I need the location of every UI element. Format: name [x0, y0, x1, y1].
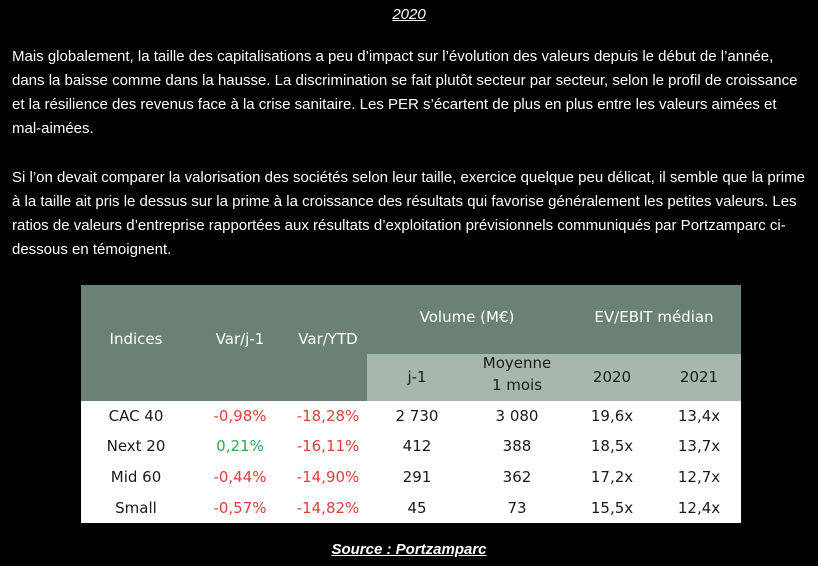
paragraph-2: Si l’on devait comparer la valorisation … — [12, 169, 805, 258]
header-ev-ebit: EV/EBIT médian — [594, 308, 714, 326]
valuation-table: Indices Var/j-1 Var/YTD Volume (M€) EV/E… — [81, 285, 741, 523]
table-body: CAC 40 -0,98% -18,28% 2 730 3 080 19,6x … — [81, 401, 741, 523]
header-var-ytd: Var/YTD — [298, 330, 358, 348]
cell-vol-j1: 291 — [402, 468, 432, 486]
header-volume: Volume (M€) — [419, 308, 515, 326]
table-row: Next 20 0,21% -16,11% 412 388 18,5x 13,7… — [81, 431, 741, 461]
cell-vol-moyenne: 73 — [507, 499, 527, 517]
subheader-vol-moyenne: Moyenne — [482, 354, 552, 372]
header-var-j1: Var/j-1 — [215, 330, 265, 348]
cell-var-j1: -0,98% — [213, 407, 267, 425]
cell-var-ytd: -16,11% — [296, 437, 360, 455]
subheader-2021: 2021 — [679, 368, 719, 386]
cell-vol-j1: 2 730 — [395, 407, 439, 425]
cell-index: Small — [115, 499, 157, 517]
cell-vol-j1: 45 — [407, 499, 427, 517]
cell-index: Mid 60 — [110, 468, 162, 486]
cell-var-ytd: -14,90% — [296, 468, 360, 486]
cell-var-j1: -0,57% — [213, 499, 267, 517]
cell-var-j1: 0,21% — [216, 437, 264, 455]
cell-ev-2021: 12,7x — [677, 468, 721, 486]
cell-ev-2021: 13,7x — [677, 437, 721, 455]
cell-vol-moyenne: 3 080 — [495, 407, 539, 425]
year-title: 2020 — [392, 6, 426, 23]
cell-var-ytd: -18,28% — [296, 407, 360, 425]
cell-vol-j1: 412 — [402, 437, 432, 455]
cell-ev-2021: 12,4x — [677, 499, 721, 517]
subheader-vol-j1: j-1 — [407, 368, 427, 386]
subheader-2020: 2020 — [592, 368, 632, 386]
cell-vol-moyenne: 362 — [502, 468, 532, 486]
cell-ev-2020: 15,5x — [590, 499, 634, 517]
table-subheader: j-1 Moyenne 1 mois 2020 2021 — [367, 354, 741, 401]
paragraph-1: Mais globalement, la taille des capitali… — [12, 48, 798, 137]
header-indices: Indices — [109, 330, 163, 348]
source-caption: Source : Portzamparc — [331, 541, 487, 558]
cell-index: Next 20 — [106, 437, 166, 455]
table-row: Mid 60 -0,44% -14,90% 291 362 17,2x 12,7… — [81, 462, 741, 492]
cell-var-j1: -0,44% — [213, 468, 267, 486]
cell-ev-2021: 13,4x — [677, 407, 721, 425]
table-row: Small -0,57% -14,82% 45 73 15,5x 12,4x — [81, 493, 741, 523]
cell-ev-2020: 18,5x — [590, 437, 634, 455]
cell-ev-2020: 17,2x — [590, 468, 634, 486]
table-row: CAC 40 -0,98% -18,28% 2 730 3 080 19,6x … — [81, 401, 741, 431]
cell-ev-2020: 19,6x — [590, 407, 634, 425]
cell-index: CAC 40 — [108, 407, 164, 425]
cell-vol-moyenne: 388 — [502, 437, 532, 455]
subheader-vol-1-mois: 1 mois — [491, 376, 543, 394]
cell-var-ytd: -14,82% — [296, 499, 360, 517]
